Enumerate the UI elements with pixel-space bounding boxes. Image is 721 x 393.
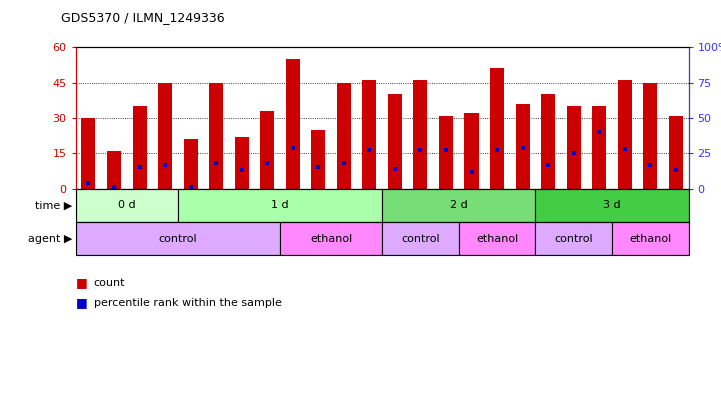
Bar [567,106,580,189]
Bar [280,222,382,255]
Bar [439,116,453,189]
Bar [464,113,479,189]
Text: 0 d: 0 d [118,200,136,210]
Bar [234,137,249,189]
Bar [382,189,535,222]
Bar [337,83,351,189]
Text: 2 d: 2 d [450,200,468,210]
Bar [516,104,530,189]
Bar [81,118,95,189]
Text: control: control [159,234,197,244]
Text: control: control [401,234,440,244]
Bar [311,130,325,189]
Bar [382,222,459,255]
Bar [76,189,178,222]
Text: control: control [554,234,593,244]
Text: ethanol: ethanol [310,234,352,244]
Bar [184,139,198,189]
Bar [490,68,504,189]
Text: ethanol: ethanol [476,234,518,244]
Bar [413,80,428,189]
Text: time ▶: time ▶ [35,200,72,210]
Bar [209,83,224,189]
Bar [618,80,632,189]
Bar [178,189,382,222]
Text: ethanol: ethanol [629,234,671,244]
Bar [592,106,606,189]
Bar [612,222,689,255]
Text: ■: ■ [76,296,87,309]
Text: ■: ■ [76,276,87,290]
Text: percentile rank within the sample: percentile rank within the sample [94,298,282,308]
Bar [541,94,555,189]
Text: 1 d: 1 d [271,200,289,210]
Bar [260,111,274,189]
Bar [107,151,121,189]
Bar [535,189,689,222]
Bar [76,222,280,255]
Bar [363,80,376,189]
Bar [669,116,683,189]
Text: agent ▶: agent ▶ [27,234,72,244]
Bar [158,83,172,189]
Bar [535,222,612,255]
Text: count: count [94,278,125,288]
Text: GDS5370 / ILMN_1249336: GDS5370 / ILMN_1249336 [61,11,225,24]
Bar [459,222,535,255]
Bar [388,94,402,189]
Bar [133,106,146,189]
Bar [286,59,300,189]
Text: 3 d: 3 d [603,200,621,210]
Bar [643,83,658,189]
